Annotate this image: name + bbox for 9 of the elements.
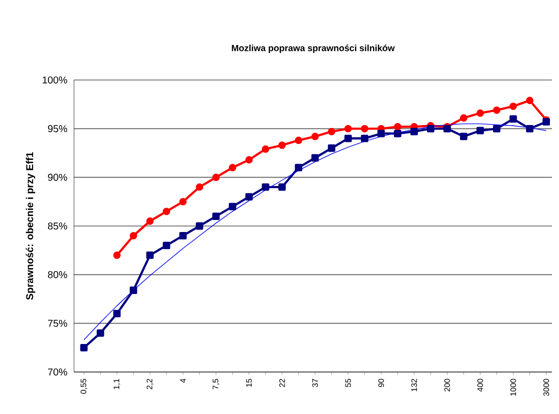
y-tick-label: 100% — [42, 76, 68, 84]
y-tick-label: 95% — [48, 125, 68, 132]
y-tick-label: 75% — [48, 320, 68, 327]
y-tick-label: 90% — [48, 174, 68, 181]
chart-title: Mozliwa poprawa sprawności silników — [232, 44, 395, 53]
y-tick-label: 70% — [48, 368, 68, 376]
y-tick-label: 85% — [48, 222, 68, 230]
y-axis-title: Sprawność: obecnie i przy Eff1 — [26, 152, 36, 300]
y-tick-label: 80% — [48, 271, 68, 278]
